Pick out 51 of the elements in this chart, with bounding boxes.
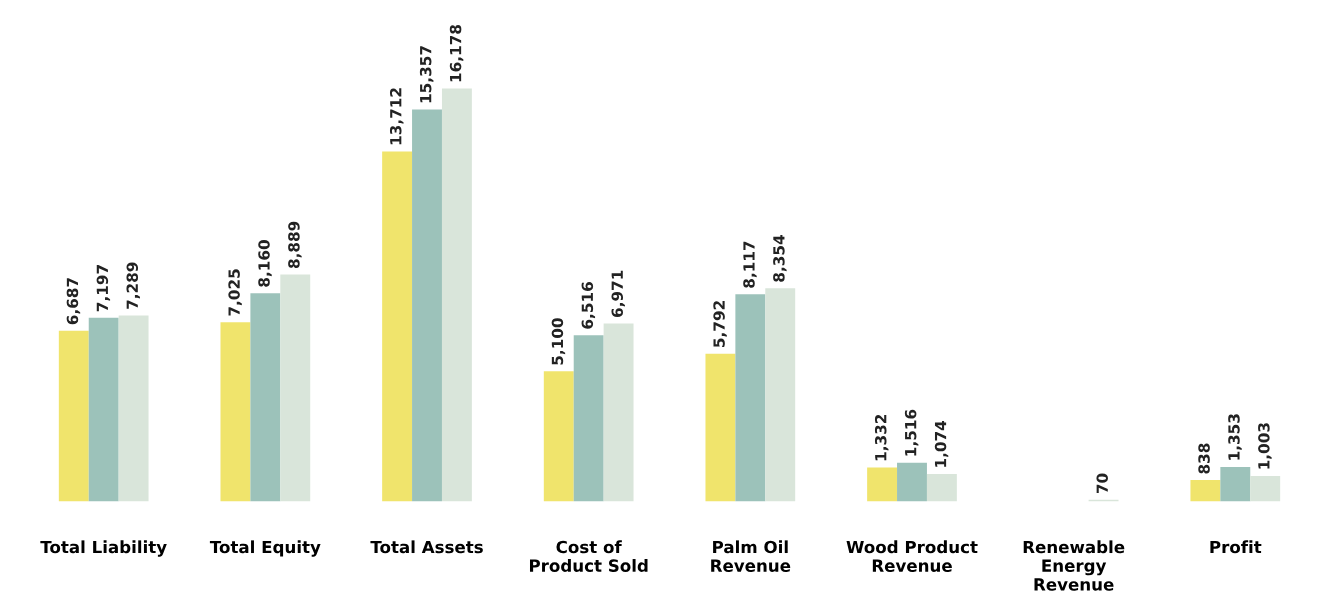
- x-tick-label: Total Liability: [40, 540, 167, 557]
- data-label: 5,792: [713, 301, 727, 347]
- x-tick-label: Profit: [1210, 540, 1262, 554]
- bar: [705, 353, 736, 502]
- data-label: 1,074: [934, 420, 949, 467]
- bar: [441, 88, 472, 502]
- bar: [573, 335, 604, 502]
- data-label: 5,100: [551, 318, 566, 365]
- x-tick-label: Renewable Energy Revenue: [1023, 540, 1125, 591]
- bar: [1190, 480, 1221, 502]
- bar: [897, 462, 927, 502]
- bar: [543, 371, 574, 502]
- data-label: 15,357: [419, 46, 434, 103]
- data-label: 838: [1198, 443, 1210, 474]
- data-label: 1,516: [904, 409, 919, 456]
- bar: [867, 467, 898, 502]
- bar: [765, 288, 796, 502]
- data-label: 1,332: [874, 414, 889, 461]
- data-label: 1,353: [1228, 414, 1242, 460]
- bar: [603, 323, 634, 502]
- data-label: 16,178: [449, 24, 464, 82]
- data-label: 70: [1096, 473, 1108, 494]
- bar: [250, 293, 281, 502]
- bar: [382, 151, 413, 502]
- data-label: 1,003: [1258, 423, 1272, 469]
- data-label: 8,889: [288, 221, 302, 269]
- bar: [1250, 475, 1281, 502]
- data-label: 8,160: [258, 240, 272, 287]
- data-label: 8,117: [743, 241, 757, 288]
- bar: [58, 330, 89, 502]
- data-label: 7,025: [228, 269, 242, 316]
- bar: [280, 274, 311, 502]
- data-label: 13,712: [389, 88, 404, 145]
- bar: [88, 317, 119, 502]
- x-tick-label: Total Assets: [370, 540, 483, 554]
- data-label: 6,516: [581, 282, 596, 329]
- x-tick-label: Total Equity: [209, 540, 321, 557]
- x-tick-label: Wood Product Revenue: [846, 540, 978, 572]
- data-label: 7,197: [96, 265, 111, 312]
- bar: [926, 474, 957, 502]
- x-tick-label: Palm Oil Revenue: [711, 540, 791, 572]
- bar: [220, 322, 251, 502]
- bar: [735, 294, 766, 502]
- data-label: 8,354: [773, 235, 787, 282]
- data-label: 7,289: [126, 262, 140, 309]
- bar: [118, 315, 149, 502]
- data-label: 6,971: [611, 270, 625, 318]
- x-tick-label: Cost of Product Sold: [529, 540, 648, 572]
- data-label: 6,687: [66, 278, 81, 325]
- bar: [412, 109, 442, 502]
- bar: [1220, 466, 1251, 502]
